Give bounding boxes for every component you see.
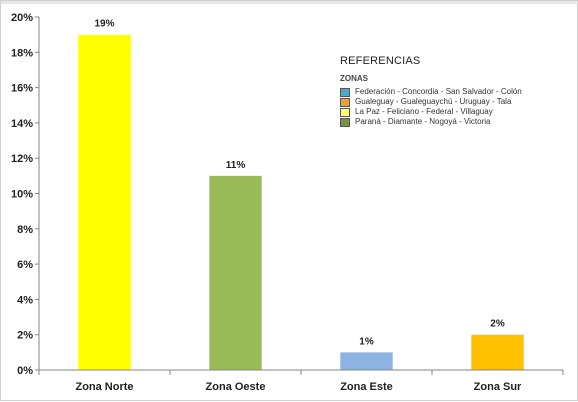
bar-1 xyxy=(78,34,131,371)
y-tick-label: 20% xyxy=(11,12,33,24)
y-tick-label: 12% xyxy=(11,153,33,165)
data-label-4: 2% xyxy=(490,319,505,330)
legend-label-1: Federación - Concordia - San Salvador - … xyxy=(355,87,522,96)
y-tick-label: 2% xyxy=(17,330,33,342)
legend: REFERENCIAS ZONAS Federación - Concordia… xyxy=(340,55,576,127)
legend-swatch-3 xyxy=(340,107,350,117)
y-tick-label: 14% xyxy=(11,118,33,130)
legend-label-4: Paraná - Diamante - Nogoyá - Victoria xyxy=(355,117,491,126)
data-label-3: 1% xyxy=(359,336,374,347)
y-tick-label: 8% xyxy=(17,224,33,236)
legend-item-4: Paraná - Diamante - Nogoyá - Victoria xyxy=(340,117,576,127)
y-tick-label: 6% xyxy=(17,259,33,271)
data-label-1: 19% xyxy=(94,19,114,30)
bar-3 xyxy=(340,352,393,370)
x-axis-labels: Zona Norte Zona Oeste Zona Este Zona Sur xyxy=(75,381,522,393)
legend-item-1: Federación - Concordia - San Salvador - … xyxy=(340,87,576,97)
legend-swatch-2 xyxy=(340,97,350,107)
legend-title: REFERENCIAS xyxy=(340,55,421,67)
y-tick-label: 10% xyxy=(11,189,33,201)
y-tick-label: 4% xyxy=(17,294,33,306)
legend-item-2: Gualeguay - Gualeguaychú - Uruguay - Tal… xyxy=(340,97,576,107)
x-label-4: Zona Sur xyxy=(474,381,522,393)
legend-swatch-4 xyxy=(340,117,350,127)
legend-swatch-1 xyxy=(340,87,350,97)
data-labels: 19% 11% 1% 2% xyxy=(94,19,504,348)
bar-2 xyxy=(209,175,262,370)
legend-item-3: La Paz - Feliciano - Federal - Villaguay xyxy=(340,107,576,117)
legend-subtitle: ZONAS xyxy=(340,74,368,83)
bar-4 xyxy=(471,334,524,370)
y-tick-label: 16% xyxy=(11,83,33,95)
data-label-2: 11% xyxy=(226,160,246,171)
x-label-2: Zona Oeste xyxy=(206,381,266,393)
y-axis-ticks: 0% 2% 4% 6% 8% 10% 12% 14% 16% 18% 20% xyxy=(11,12,564,377)
x-label-1: Zona Norte xyxy=(75,381,133,393)
y-tick-label: 0% xyxy=(17,365,33,377)
x-label-3: Zona Este xyxy=(340,381,393,393)
bars xyxy=(78,34,524,371)
legend-label-3: La Paz - Feliciano - Federal - Villaguay xyxy=(355,107,493,116)
window-top-strip xyxy=(1,1,578,4)
y-tick-label: 18% xyxy=(11,47,33,59)
legend-label-2: Gualeguay - Gualeguaychú - Uruguay - Tal… xyxy=(355,97,512,106)
